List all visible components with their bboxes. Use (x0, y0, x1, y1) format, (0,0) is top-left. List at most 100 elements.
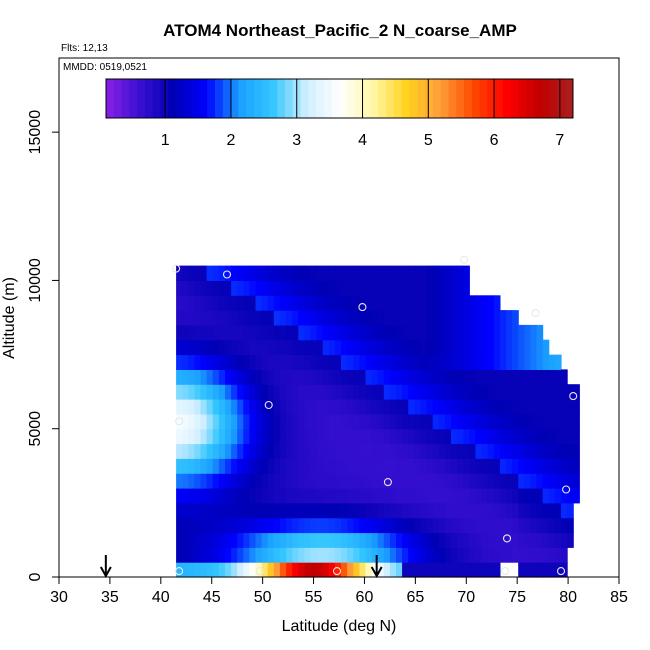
heatmap-cell (420, 443, 428, 459)
heatmap-cell (328, 443, 336, 459)
heatmap-cell (389, 428, 397, 445)
heatmap-cell (426, 488, 434, 504)
heatmap-cell (389, 488, 397, 504)
heatmap-cell (359, 413, 367, 430)
x-tick-label: 70 (457, 589, 475, 606)
heatmap-cell (432, 502, 440, 519)
heatmap-cell (383, 473, 391, 489)
heatmap-cell (426, 354, 434, 370)
heatmap-cell (451, 369, 458, 385)
y-tick-label: 15000 (27, 110, 44, 155)
heatmap-cell (243, 280, 250, 296)
heatmap-cell (298, 428, 305, 445)
heatmap-cell (530, 458, 538, 474)
heatmap-cell (365, 502, 373, 519)
heatmap-cell (561, 488, 568, 504)
heatmap-cell (432, 295, 440, 311)
heatmap-cell (408, 473, 415, 489)
heatmap-cell (286, 458, 293, 474)
heatmap-cell (524, 562, 531, 578)
heatmap-cell (475, 413, 483, 430)
heatmap-cell (206, 488, 214, 504)
heatmap-cell (371, 295, 379, 311)
heatmap-cell (365, 473, 373, 489)
x-tick-label: 30 (50, 589, 68, 606)
heatmap-cell (402, 428, 409, 445)
heatmap-cell (286, 443, 293, 459)
heatmap-cell (328, 428, 336, 445)
heatmap-cell (408, 339, 415, 356)
heatmap-cell (267, 488, 275, 504)
heatmap-cell (347, 280, 354, 296)
heatmap-cell (457, 547, 464, 563)
heatmap-cell (322, 443, 330, 459)
heatmap-cell (292, 295, 299, 311)
heatmap-cell (267, 413, 275, 430)
heatmap-cell (530, 473, 538, 489)
heatmap-cell (438, 547, 446, 563)
heatmap-cell (389, 399, 397, 415)
flight-arrows (99, 555, 383, 579)
heatmap-cell (231, 532, 238, 548)
heatmap-cell (231, 354, 238, 370)
heatmap-cell (255, 443, 263, 459)
heatmap-cell (218, 280, 226, 296)
heatmap-cell (371, 339, 379, 356)
heatmap-cell (463, 369, 470, 385)
heatmap-cell (286, 488, 293, 504)
heatmap-cell (475, 502, 483, 519)
heatmap-cell (542, 517, 550, 534)
heatmap-cell (432, 488, 440, 504)
heatmap-cell (243, 324, 250, 341)
heatmap-cell (255, 562, 263, 578)
heatmap-cell (536, 324, 544, 341)
heatmap-cell (341, 488, 348, 504)
heatmap-cell (396, 473, 403, 489)
heatmap-cell (457, 517, 464, 534)
heatmap-cell (237, 428, 244, 445)
heatmap-cell (518, 428, 525, 445)
heatmap-cell (567, 532, 574, 548)
heatmap-cell (493, 502, 501, 519)
heatmap-cell (512, 488, 519, 504)
heatmap-cell (267, 473, 275, 489)
heatmap-cell (432, 369, 440, 385)
x-tick-label: 45 (203, 589, 221, 606)
heatmap-cell (567, 428, 574, 445)
heatmap-cell (377, 502, 385, 519)
heatmap-cell (341, 339, 348, 356)
heatmap-cell (365, 488, 373, 504)
heatmap-cell (542, 458, 550, 474)
heatmap-cell (396, 324, 403, 341)
heatmap-cell (414, 265, 421, 281)
heatmap-cell (396, 413, 403, 430)
colorbar-frame (105, 78, 574, 119)
heatmap-cell (542, 443, 550, 459)
heatmap-cell (255, 354, 263, 370)
heatmap-cell (212, 339, 220, 356)
heatmap-cell (518, 458, 525, 474)
heatmap-cell (414, 532, 421, 548)
heatmap-cell (389, 562, 397, 578)
heatmap-cell (255, 324, 263, 341)
heatmap-cell (451, 265, 458, 281)
heatmap-cell (188, 280, 195, 296)
heatmap-cell (261, 413, 269, 430)
heatmap-cell (493, 339, 501, 356)
heatmap-cell (524, 517, 531, 534)
heatmap-cell (365, 562, 373, 578)
heatmap-cell (444, 428, 452, 445)
heatmap-cell (499, 310, 507, 326)
heatmap-cell (420, 324, 428, 341)
heatmap-cell (377, 458, 385, 474)
heatmap-cell (542, 428, 550, 445)
heatmap-cell (194, 339, 202, 356)
heatmap-cell (383, 443, 391, 459)
heatmap-cell (261, 369, 269, 385)
heatmap-cell (554, 443, 562, 459)
heatmap-cell (176, 265, 183, 281)
heatmap-cell (249, 339, 257, 356)
heatmap-cell (267, 428, 275, 445)
heatmap-cell (512, 547, 519, 563)
dates-label: MMDD: 0519,0521 (63, 62, 147, 73)
